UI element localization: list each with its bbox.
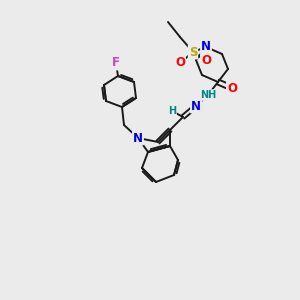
Text: H: H [168, 106, 176, 116]
Text: S: S [189, 46, 197, 59]
Text: N: N [191, 100, 201, 112]
Text: O: O [227, 82, 237, 94]
Text: N: N [201, 40, 211, 53]
Text: O: O [201, 55, 211, 68]
Text: N: N [133, 131, 143, 145]
Text: O: O [175, 56, 185, 70]
Text: F: F [112, 56, 120, 70]
Text: NH: NH [200, 90, 216, 100]
